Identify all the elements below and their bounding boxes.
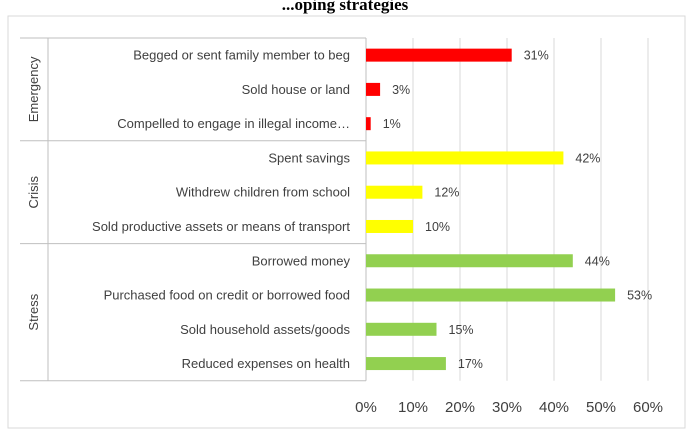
category-label: Borrowed money bbox=[252, 253, 351, 268]
x-axis-ticks: 0% 10% 20% 30% 40% 50% 60% bbox=[355, 399, 663, 416]
bar bbox=[366, 254, 573, 268]
x-tick-label: 50% bbox=[586, 399, 616, 416]
x-tick-label: 30% bbox=[492, 399, 522, 416]
group-label-emergency: Emergency bbox=[26, 56, 41, 122]
category-label: Reduced expenses on health bbox=[182, 356, 350, 371]
data-label: 44% bbox=[585, 254, 610, 268]
bar bbox=[366, 357, 446, 371]
data-labels: 31% 3% 1% 42% 12% 10% 44% 53% 15% 17% bbox=[383, 49, 652, 371]
category-label: Sold household assets/goods bbox=[180, 322, 350, 337]
bar bbox=[366, 117, 371, 131]
x-tick-label: 40% bbox=[539, 399, 569, 416]
x-tick-label: 0% bbox=[355, 399, 377, 416]
data-label: 12% bbox=[434, 186, 459, 200]
bars bbox=[366, 48, 616, 371]
data-label: 42% bbox=[575, 151, 600, 165]
group-label-stress: Stress bbox=[26, 293, 41, 330]
data-label: 1% bbox=[383, 117, 401, 131]
chart-area-border bbox=[7, 15, 686, 429]
category-label: Compelled to engage in illegal income… bbox=[117, 116, 350, 131]
data-label: 3% bbox=[392, 83, 410, 97]
chart-title: ...oping strategies bbox=[282, 0, 409, 14]
x-tick-label: 20% bbox=[445, 399, 475, 416]
bar bbox=[366, 322, 437, 336]
data-label: 31% bbox=[524, 49, 549, 63]
x-tick-label: 60% bbox=[633, 399, 663, 416]
category-label: Withdrew children from school bbox=[176, 185, 350, 200]
bar bbox=[366, 151, 564, 165]
category-label: Spent savings bbox=[268, 150, 350, 165]
bar bbox=[366, 48, 512, 62]
data-label: 15% bbox=[449, 323, 474, 337]
data-label: 17% bbox=[458, 357, 483, 371]
bar bbox=[366, 185, 423, 199]
category-label: Begged or sent family member to beg bbox=[133, 48, 350, 63]
bar bbox=[366, 82, 381, 96]
bar bbox=[366, 219, 413, 233]
category-label: Sold productive assets or means of trans… bbox=[92, 219, 350, 234]
bar bbox=[366, 288, 616, 302]
data-label: 10% bbox=[425, 220, 450, 234]
group-label-crisis: Crisis bbox=[26, 175, 41, 208]
category-label: Sold house or land bbox=[242, 82, 350, 97]
data-label: 53% bbox=[627, 289, 652, 303]
x-tick-label: 10% bbox=[398, 399, 428, 416]
category-label: Purchased food on credit or borrowed foo… bbox=[104, 288, 350, 303]
